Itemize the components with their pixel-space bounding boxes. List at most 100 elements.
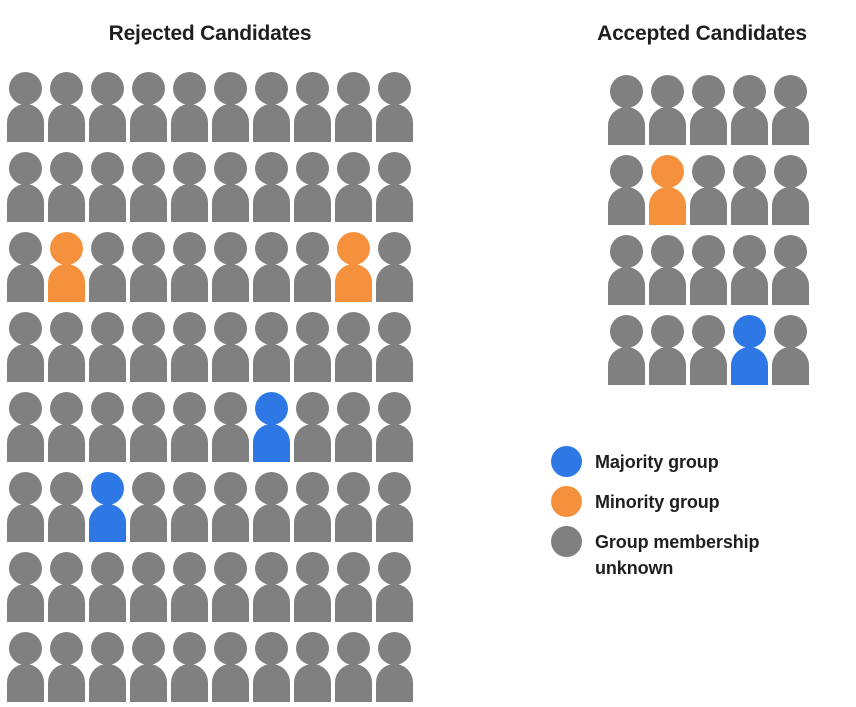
person-unknown-icon xyxy=(772,75,809,145)
person-unknown-icon xyxy=(171,312,208,382)
legend-item: Group membership unknown xyxy=(551,526,780,581)
person-head xyxy=(692,235,725,268)
person-body xyxy=(649,187,686,225)
person-unknown-icon xyxy=(731,75,768,145)
person-unknown-icon xyxy=(212,552,249,622)
person-unknown-icon xyxy=(690,155,727,225)
person-head xyxy=(774,155,807,188)
person-unknown-icon xyxy=(294,312,331,382)
person-unknown-icon xyxy=(171,632,208,702)
person-body xyxy=(772,347,809,385)
person-unknown-icon xyxy=(376,552,413,622)
person-unknown-icon xyxy=(253,152,290,222)
legend: Majority group Minority group Group member… xyxy=(551,446,780,590)
person-unknown-icon xyxy=(7,152,44,222)
person-unknown-icon xyxy=(294,632,331,702)
person-head xyxy=(255,312,288,345)
person-head xyxy=(173,312,206,345)
person-body xyxy=(130,184,167,222)
person-head xyxy=(132,232,165,265)
rejected-candidates-title: Rejected Candidates xyxy=(108,22,312,45)
person-head xyxy=(132,472,165,505)
person-body xyxy=(294,664,331,702)
person-head xyxy=(692,315,725,348)
person-head xyxy=(214,632,247,665)
person-unknown-icon xyxy=(130,72,167,142)
person-body xyxy=(212,344,249,382)
person-unknown-icon xyxy=(130,552,167,622)
person-body xyxy=(7,104,44,142)
person-head xyxy=(337,232,370,265)
person-body xyxy=(48,344,85,382)
person-head xyxy=(173,72,206,105)
person-head xyxy=(91,232,124,265)
legend-color-dot xyxy=(551,526,582,557)
person-unknown-icon xyxy=(376,632,413,702)
person-body xyxy=(690,347,727,385)
person-head xyxy=(214,472,247,505)
person-body xyxy=(294,504,331,542)
person-unknown-icon xyxy=(335,152,372,222)
person-head xyxy=(50,312,83,345)
person-unknown-icon xyxy=(212,392,249,462)
person-unknown-icon xyxy=(48,472,85,542)
person-body xyxy=(376,664,413,702)
person-unknown-icon xyxy=(130,232,167,302)
person-body xyxy=(130,504,167,542)
person-body xyxy=(376,184,413,222)
person-head xyxy=(173,392,206,425)
person-head xyxy=(337,312,370,345)
person-unknown-icon xyxy=(253,232,290,302)
person-body xyxy=(212,664,249,702)
person-head xyxy=(91,632,124,665)
person-head xyxy=(9,392,42,425)
legend-label: Majority group xyxy=(595,452,719,472)
person-head xyxy=(337,152,370,185)
person-body xyxy=(253,264,290,302)
person-unknown-icon xyxy=(294,152,331,222)
person-body xyxy=(294,264,331,302)
person-body xyxy=(48,104,85,142)
person-unknown-icon xyxy=(253,472,290,542)
person-unknown-icon xyxy=(294,72,331,142)
person-head xyxy=(9,312,42,345)
person-head xyxy=(378,632,411,665)
person-head xyxy=(132,312,165,345)
person-head xyxy=(255,72,288,105)
person-unknown-icon xyxy=(89,552,126,622)
person-unknown-icon xyxy=(335,472,372,542)
person-unknown-icon xyxy=(48,552,85,622)
person-body xyxy=(294,344,331,382)
person-body xyxy=(212,504,249,542)
person-head xyxy=(296,72,329,105)
person-body xyxy=(7,584,44,622)
person-head xyxy=(132,72,165,105)
person-unknown-icon xyxy=(212,232,249,302)
person-body xyxy=(171,424,208,462)
person-body xyxy=(48,504,85,542)
person-body xyxy=(130,584,167,622)
person-body xyxy=(376,504,413,542)
person-head xyxy=(337,552,370,585)
person-unknown-icon xyxy=(89,632,126,702)
person-unknown-icon xyxy=(335,632,372,702)
person-body xyxy=(376,344,413,382)
person-head xyxy=(50,72,83,105)
person-body xyxy=(212,424,249,462)
person-body xyxy=(89,504,126,542)
accepted-candidates-grid xyxy=(608,75,809,385)
person-head xyxy=(91,392,124,425)
rejected-candidates-grid xyxy=(7,72,413,702)
person-body xyxy=(335,584,372,622)
person-body xyxy=(253,184,290,222)
person-body xyxy=(171,104,208,142)
person-body xyxy=(7,424,44,462)
person-unknown-icon xyxy=(7,392,44,462)
person-body xyxy=(376,424,413,462)
person-unknown-icon xyxy=(130,312,167,382)
person-body xyxy=(171,504,208,542)
person-head xyxy=(9,472,42,505)
person-unknown-icon xyxy=(7,72,44,142)
person-head xyxy=(378,312,411,345)
person-unknown-icon xyxy=(171,72,208,142)
